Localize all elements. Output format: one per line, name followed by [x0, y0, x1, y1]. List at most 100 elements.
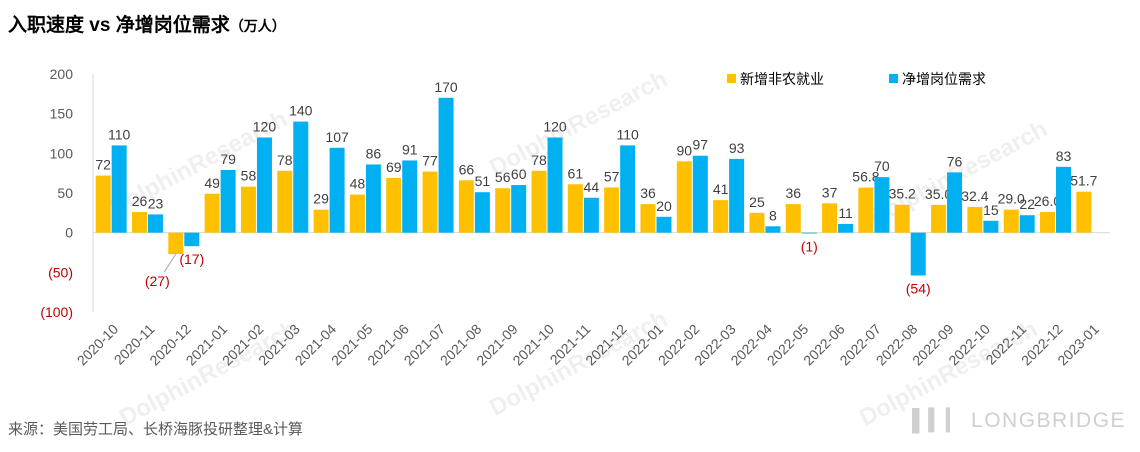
data-label-new-nonfarm: 51.7	[1070, 173, 1097, 189]
source-note: 来源：美国劳工局、长桥海豚投研整理&计算	[8, 421, 304, 438]
bar-new-nonfarm	[422, 171, 438, 233]
data-label-new-nonfarm: 56.8	[852, 169, 879, 185]
legend-swatch	[889, 74, 898, 83]
data-label-net-openings: 23	[148, 195, 164, 211]
bar-new-nonfarm	[1003, 209, 1019, 233]
legend-swatch	[727, 74, 736, 83]
data-label-new-nonfarm: 72	[95, 157, 111, 173]
chart-title: 入职速度 vs 净增岗位需求（万人）	[8, 10, 286, 37]
bar-net-openings	[801, 232, 817, 234]
bar-new-nonfarm	[95, 175, 111, 233]
data-label-new-nonfarm: 78	[277, 152, 293, 168]
y-tick-label: 150	[50, 106, 74, 122]
bar-net-openings	[983, 220, 999, 233]
bar-net-openings	[729, 158, 745, 233]
y-tick-label: 200	[50, 66, 74, 82]
bar-new-nonfarm	[894, 204, 910, 233]
data-label-net-openings: 79	[220, 151, 236, 167]
bar-new-nonfarm	[1040, 212, 1056, 233]
data-label-net-openings: 70	[874, 158, 890, 174]
data-label-net-openings: 83	[1056, 148, 1072, 164]
data-label-new-nonfarm: 25	[749, 194, 765, 210]
data-label-new-nonfarm: 61	[568, 165, 584, 181]
bar-net-openings	[147, 214, 163, 233]
y-tick-label: (50)	[48, 264, 73, 280]
brand-watermark: ▌▍▎ LONGBRIDGE	[912, 409, 1127, 432]
bar-net-openings	[910, 232, 926, 276]
data-label-new-nonfarm: 41	[713, 181, 729, 197]
data-label-net-openings: 110	[616, 126, 639, 142]
bar-new-nonfarm	[858, 187, 874, 233]
data-label-net-openings: 8	[769, 207, 777, 223]
bar-net-openings	[474, 192, 490, 233]
data-label-new-nonfarm: 29.0	[998, 191, 1025, 207]
bar-net-openings	[656, 216, 672, 233]
bar-net-openings	[184, 232, 200, 247]
data-label-new-nonfarm: 26	[132, 193, 148, 209]
bar-net-openings	[620, 145, 636, 233]
data-label-net-openings: 170	[434, 79, 458, 95]
bar-new-nonfarm	[567, 184, 583, 233]
bar-new-nonfarm	[785, 204, 801, 233]
bar-new-nonfarm	[967, 206, 983, 233]
data-label-new-nonfarm: 77	[422, 153, 438, 169]
bar-net-openings	[111, 145, 127, 233]
bar-net-openings	[402, 160, 418, 233]
data-label-net-openings: 15	[983, 202, 999, 218]
data-label-net-openings: (17)	[179, 251, 204, 267]
data-label-new-nonfarm: 26.0	[1034, 193, 1061, 209]
bar-net-openings	[329, 147, 345, 233]
bar-net-openings	[511, 185, 527, 233]
bar-net-openings	[547, 137, 563, 233]
x-tick-label: 2023-01	[1054, 321, 1102, 369]
data-label-new-nonfarm: 90	[677, 142, 693, 158]
bar-new-nonfarm	[131, 212, 147, 233]
data-label-net-openings: 110	[108, 126, 131, 142]
data-label-new-nonfarm: 49	[204, 175, 220, 191]
data-label-new-nonfarm: 36	[785, 185, 801, 201]
data-label-net-openings: 97	[693, 137, 709, 153]
bar-net-openings	[256, 137, 272, 233]
bar-net-openings	[220, 169, 236, 233]
data-label-new-nonfarm: 58	[241, 168, 257, 184]
y-tick-label: 100	[50, 145, 74, 161]
bar-new-nonfarm	[495, 188, 511, 233]
bar-net-openings	[1019, 215, 1035, 233]
bar-new-nonfarm	[822, 203, 838, 233]
bar-new-nonfarm	[277, 170, 293, 233]
bar-new-nonfarm	[531, 170, 547, 233]
data-label-net-openings: 11	[838, 205, 853, 221]
y-tick-label: 50	[57, 185, 73, 201]
bar-new-nonfarm	[1076, 191, 1092, 233]
bar-new-nonfarm	[349, 194, 365, 233]
data-label-new-nonfarm: 36	[640, 185, 656, 201]
chart-title-unit: （万人）	[229, 18, 286, 34]
data-label-net-openings: 120	[253, 118, 277, 134]
data-label-net-openings: 107	[325, 129, 349, 145]
data-label-net-openings: 44	[584, 179, 600, 195]
data-label-new-nonfarm: (27)	[145, 273, 170, 289]
leader-line	[163, 253, 177, 273]
bar-new-nonfarm	[313, 209, 329, 233]
bar-new-nonfarm	[676, 161, 692, 233]
bar-net-openings	[293, 121, 309, 233]
bar-new-nonfarm	[204, 193, 220, 233]
brand-watermark-text: LONGBRIDGE	[971, 409, 1127, 432]
data-label-net-openings: 86	[366, 145, 382, 161]
y-tick-label: (100)	[40, 304, 73, 320]
legend-label: 新增非农就业	[740, 71, 824, 87]
data-label-new-nonfarm: 48	[350, 176, 366, 192]
bar-new-nonfarm	[713, 200, 729, 233]
data-label-net-openings: 140	[289, 103, 313, 119]
data-label-net-openings: 20	[656, 198, 672, 214]
data-label-net-openings: 22	[1019, 196, 1035, 212]
bar-new-nonfarm	[458, 180, 474, 233]
bar-net-openings	[438, 97, 454, 233]
bar-net-openings	[365, 164, 381, 233]
bar-new-nonfarm	[386, 177, 402, 233]
data-label-new-nonfarm: 56	[495, 169, 511, 185]
data-label-net-openings: (54)	[906, 281, 931, 297]
y-tick-label: 0	[65, 225, 73, 241]
bar-new-nonfarm	[640, 204, 656, 233]
bar-new-nonfarm	[931, 204, 947, 233]
